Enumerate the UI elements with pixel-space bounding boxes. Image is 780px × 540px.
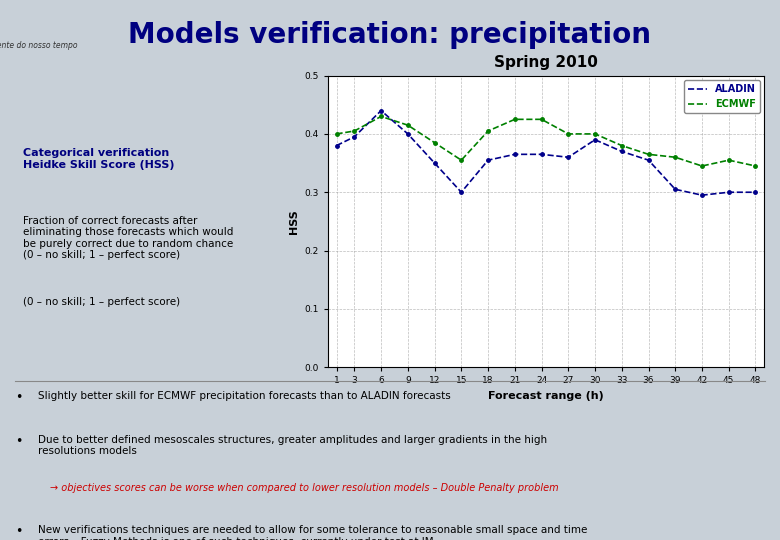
Title: Spring 2010: Spring 2010	[494, 55, 598, 70]
ECMWF	[403, 122, 413, 129]
ECMWF	[617, 143, 626, 149]
ECMWF	[590, 131, 600, 137]
Legend: ALADIN, ECMWF: ALADIN, ECMWF	[683, 80, 760, 113]
Line: ECMWF: ECMWF	[335, 114, 757, 168]
ALADIN	[644, 157, 653, 164]
ECMWF	[484, 128, 493, 134]
ECMWF	[510, 116, 519, 123]
Text: •: •	[16, 525, 23, 538]
X-axis label: Forecast range (h): Forecast range (h)	[488, 391, 604, 401]
Y-axis label: HSS: HSS	[289, 209, 299, 234]
ECMWF	[751, 163, 760, 169]
Text: Due to better defined mesoscales structures, greater amplitudes and larger gradi: Due to better defined mesoscales structu…	[38, 435, 548, 456]
ECMWF	[332, 131, 341, 137]
Text: Categorical verification
Heidke Skill Score (HSS): Categorical verification Heidke Skill Sc…	[23, 148, 175, 170]
Text: Slightly better skill for ECMWF precipitation forecasts than to ALADIN forecasts: Slightly better skill for ECMWF precipit…	[38, 391, 451, 401]
ALADIN	[484, 157, 493, 164]
ALADIN	[332, 143, 341, 149]
Text: → objectives scores can be worse when compared to lower resolution models – Doub: → objectives scores can be worse when co…	[50, 483, 558, 494]
ALADIN	[697, 192, 707, 198]
ECMWF	[456, 157, 466, 164]
ECMWF	[671, 154, 680, 160]
Text: •: •	[16, 435, 23, 448]
ECMWF	[644, 151, 653, 158]
ALADIN	[403, 131, 413, 137]
ECMWF	[724, 157, 733, 164]
ECMWF	[377, 113, 386, 120]
ALADIN	[537, 151, 546, 158]
ALADIN	[430, 160, 439, 166]
ALADIN	[349, 133, 359, 140]
ALADIN	[377, 107, 386, 114]
Text: Models verification: precipitation: Models verification: precipitation	[129, 21, 651, 49]
ECMWF	[697, 163, 707, 169]
ALADIN	[590, 137, 600, 143]
ECMWF	[430, 139, 439, 146]
ALADIN	[510, 151, 519, 158]
ALADIN	[456, 189, 466, 195]
Text: New verifications techniques are needed to allow for some tolerance to reasonabl: New verifications techniques are needed …	[38, 525, 588, 540]
Text: Fraction of correct forecasts after
eliminating those forecasts which would
be p: Fraction of correct forecasts after elim…	[23, 215, 234, 260]
Line: ALADIN: ALADIN	[335, 109, 757, 197]
ECMWF	[349, 128, 359, 134]
ECMWF	[564, 131, 573, 137]
Text: •: •	[16, 391, 23, 404]
Text: à frente do nosso tempo: à frente do nosso tempo	[0, 41, 78, 50]
ALADIN	[724, 189, 733, 195]
ALADIN	[671, 186, 680, 193]
ALADIN	[564, 154, 573, 160]
Text: (0 – no skill; 1 – perfect score): (0 – no skill; 1 – perfect score)	[23, 297, 180, 307]
ECMWF	[537, 116, 546, 123]
ALADIN	[617, 148, 626, 154]
ALADIN	[751, 189, 760, 195]
